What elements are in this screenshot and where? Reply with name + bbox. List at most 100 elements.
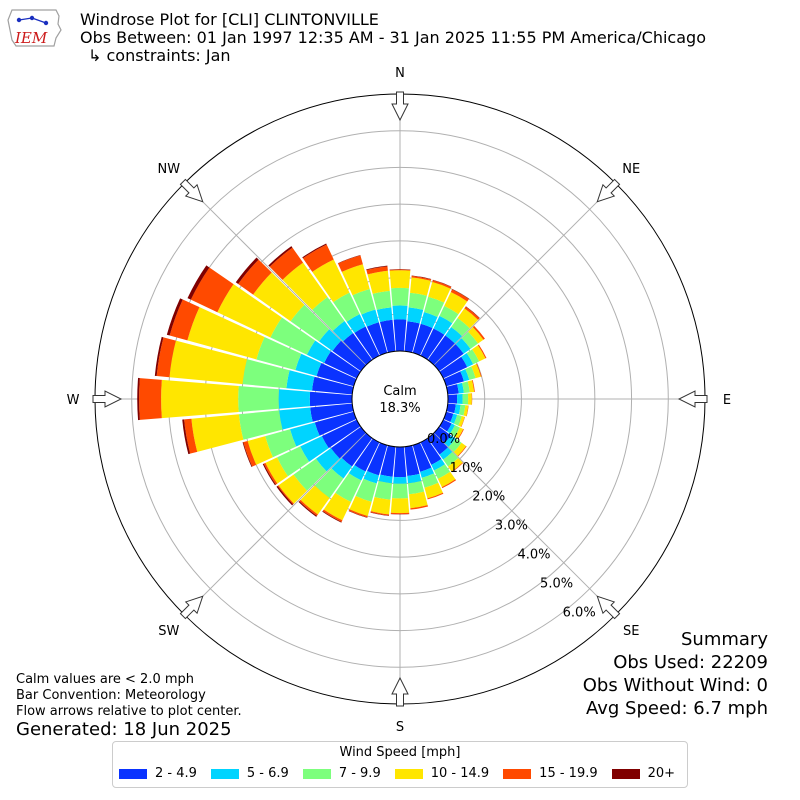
direction-label-n: N [395,66,405,81]
flow-arrow-icon [677,390,708,408]
wind-bar-segment [247,436,273,465]
wind-bar-segment [312,376,354,395]
wind-bar-segment [420,328,445,360]
wind-bar-segment [434,344,464,372]
wind-bar-segment [443,411,454,423]
wind-bar-segment [310,403,354,422]
wind-bar-segment [343,332,373,365]
wind-bar-segment [378,474,393,484]
wind-bar-segment [348,465,366,481]
wind-bar-segment [169,340,247,385]
wind-bar-segment [432,280,452,289]
wind-bar-segment [477,344,487,359]
wind-bar-segment [420,312,438,328]
wind-bar-segment [458,416,465,427]
summary-avg-speed: Avg Speed: 6.7 mph [586,698,768,719]
wind-bar-segment [457,308,479,329]
wind-bar-segment [404,445,420,477]
wind-bar-segment [443,451,459,467]
grid-spoke [399,398,617,616]
wind-bar-segment [277,485,294,505]
wind-bar-segment [389,269,411,271]
wind-bar-segment [314,411,357,436]
wind-bar-segment [290,422,320,447]
flow-arrow-icon [596,178,621,203]
flow-arrow-icon [596,595,621,620]
flow-arrow-se [596,595,621,620]
wind-bar-segment [367,442,388,476]
network-line [31,17,47,24]
wind-bar-segment [322,509,343,522]
wind-bar-segment [238,259,272,295]
wind-bar-segment [412,323,433,356]
wind-bar-segment [323,492,352,521]
legend-swatch [119,768,147,779]
wind-bar-segment [433,315,453,335]
legend-item: 10 - 14.9 [394,766,489,781]
wind-bar-segment [393,319,407,352]
wind-bar-segment [455,338,471,354]
wind-bar-segment [461,352,474,368]
flow-arrow-e [677,390,708,408]
wind-bar-segment [379,319,396,353]
wind-bar-segment [451,462,464,473]
wind-bar-segment [363,471,379,484]
wind-bar-segment [312,297,345,331]
direction-label-nw: NW [157,162,180,177]
wind-bar-segment [471,364,481,379]
direction-label-se: SE [623,624,639,639]
wind-bar-segment [366,265,388,271]
legend-swatch [503,768,532,779]
summary-heading: Summary [681,629,768,650]
wind-bar-segment [309,391,353,407]
network-line [18,17,33,21]
direction-label-ne: NE [622,162,640,177]
wind-bar-segment [161,379,239,419]
wind-bar-segment [242,442,253,467]
wind-bar-segment [445,326,463,344]
summary-obs-without-wind: Obs Without Wind: 0 [582,675,768,696]
wind-bar-segment [471,393,473,405]
convention-note: Bar Convention: Meteorology [16,688,206,703]
wind-bar-segment [393,446,407,478]
legend-label: 7 - 9.9 [338,766,381,781]
wind-bar-segment [444,435,456,447]
wind-bar-segment [354,326,380,360]
wind-bar-segment [270,317,316,355]
wind-bar-segment [410,277,431,296]
generated-date: Generated: 18 Jun 2025 [16,719,232,740]
legend-item: 15 - 19.9 [503,766,598,781]
wind-bar-segment [451,317,470,337]
wind-bar-segment [439,356,468,379]
flow-arrow-s [391,676,409,707]
radial-tick-label: 2.0% [472,490,505,505]
wind-bar-segment [376,307,393,322]
wind-bar-segment [463,405,469,417]
wind-bar-segment [411,275,432,280]
wind-bar-segment [444,291,468,315]
wind-bar-segment [341,264,370,296]
wind-bar-segment [302,244,334,272]
calm-note: Calm values are < 2.0 mph [16,672,195,687]
wind-bar-segment [156,337,176,378]
legend-swatch [611,768,640,779]
wind-bar-segment [472,380,475,392]
wind-bar-segment [293,458,327,491]
wind-bar-segment [366,266,388,275]
wind-bar-segment [433,464,451,479]
legend-item: 5 - 6.9 [210,766,289,781]
wind-bar-segment [407,307,424,324]
calm-percent: 18.3% [379,401,420,416]
wind-bar-segment [337,255,363,272]
radial-tick-label: 6.0% [563,605,596,620]
wind-bar-segment [468,327,484,344]
wind-bar-segment [262,463,276,486]
wind-bar-segment [298,501,317,517]
wind-bar-segment [324,351,361,379]
wind-bar-segment [448,458,463,472]
wind-bar-segment [235,257,259,284]
wind-bar-segment [279,407,313,430]
wind-bar-segment [380,445,396,477]
wind-bar-segment [390,498,410,514]
